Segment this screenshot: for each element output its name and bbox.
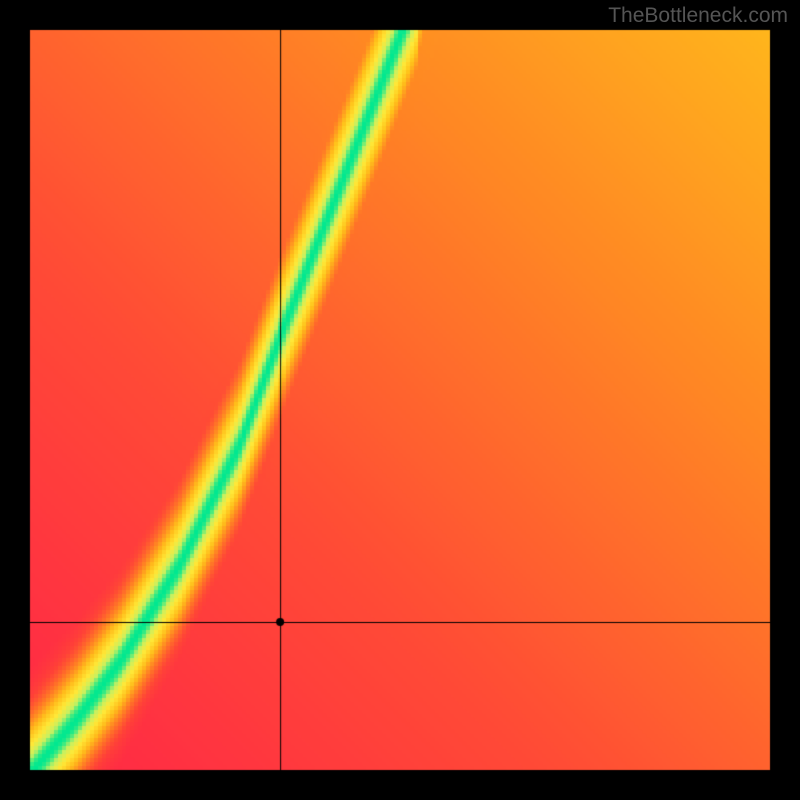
watermark-text: TheBottleneck.com <box>608 4 788 28</box>
heatmap-canvas <box>0 0 800 800</box>
chart-container: TheBottleneck.com <box>0 0 800 800</box>
